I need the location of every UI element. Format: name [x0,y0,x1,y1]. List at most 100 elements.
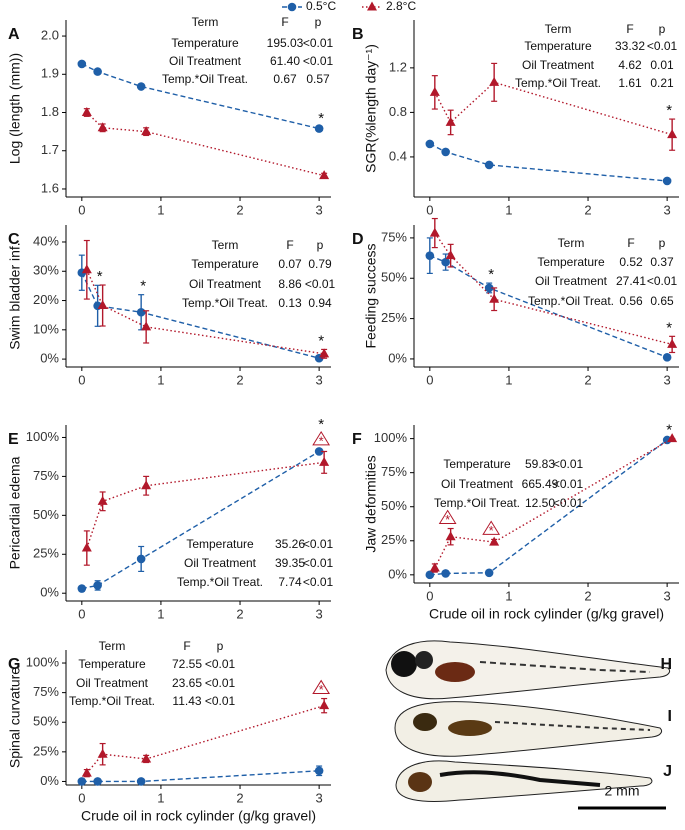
y-tick-label: 0% [40,585,59,600]
data-point [319,700,330,710]
data-point [489,293,500,303]
annotation: * [318,110,324,127]
stats-cell: 0.37 [650,255,674,269]
annotation: * [318,332,324,349]
larva-eye [408,772,432,792]
data-point [484,568,494,578]
x-tick-label: 2 [236,202,243,217]
stats-cell: <0.01 [303,537,334,551]
stats-cell: Oil Treatment [522,58,595,72]
x-tick-label: 1 [157,790,164,805]
legend-marker [367,1,377,11]
data-point [484,160,494,170]
series-line [434,438,673,569]
image-label: I [668,708,672,725]
data-point [141,321,152,331]
stats-header: Term [192,15,219,29]
stats-header: Term [99,639,126,653]
data-point [667,433,678,443]
y-tick-label: 0.8 [389,104,407,119]
y-tick-label: 25% [33,743,59,758]
stats-header: p [659,22,666,36]
stats-cell: 0.79 [308,257,332,271]
stats-cell: 0.65 [650,294,674,308]
y-tick-label: 1.2 [389,59,407,74]
y-tick-label: 25% [381,310,407,325]
stats-cell: Temp.*Oil Treat. [177,575,263,589]
y-tick-label: 75% [381,229,407,244]
data-point [441,569,450,578]
stats-cell: Temp.*Oil Treat. [69,694,155,708]
stats-cell: 0.67 [273,72,297,86]
stats-cell: 665.49 [522,477,559,491]
stats-cell: 0.57 [306,72,330,86]
series-line [434,232,673,346]
stats-cell: <0.01 [205,676,236,690]
annotation-triangle [438,509,457,525]
stats-cell: Temperature [78,657,146,671]
stats-header: Term [545,22,572,36]
stats-cell: <0.01 [553,477,584,491]
scale-bar-label: 2 mm [605,783,640,799]
y-tick-label: 0.4 [389,148,407,163]
panel-letter: F [352,431,362,448]
stats-cell: 33.32 [615,39,645,53]
x-tick-label: 1 [505,588,512,603]
y-tick-label: 2.0 [41,27,59,42]
x-tick-label: 2 [236,790,243,805]
stats-header: F [281,15,288,29]
data-point [97,495,108,505]
stats-cell: Oil Treatment [76,676,149,690]
y-tick-label: 1.7 [41,142,59,157]
data-point [314,766,324,776]
larva-yolk [435,662,475,682]
x-tick-label: 0 [78,372,85,387]
y-tick-label: 100% [26,654,60,669]
stats-cell: <0.01 [305,277,336,291]
stats-cell: 0.07 [278,257,302,271]
stats-cell: Temperature [186,537,254,551]
x-tick-label: 3 [316,372,323,387]
stats-cell: 12.50 [525,496,555,510]
data-point [425,251,435,260]
data-point [662,176,672,186]
panel-letter: G [8,656,20,673]
x-tick-label: 2 [584,372,591,387]
stats-cell: <0.01 [553,457,584,471]
data-point [489,76,500,86]
data-point [667,129,678,139]
x-tick-label: 1 [505,372,512,387]
stats-cell: 1.61 [618,76,642,90]
annotation: * [318,416,324,433]
x-tick-label: 0 [78,606,85,621]
annotation: * [489,523,494,538]
panel-letter: C [8,231,20,248]
stats-header: p [659,236,666,250]
y-axis-label: Feeding success [363,243,379,348]
larva-outline [385,640,671,700]
x-tick-label: 1 [505,202,512,217]
y-tick-label: 1.8 [41,104,59,119]
data-point [445,531,456,541]
panel-letter: D [352,231,364,248]
stats-cell: 7.74 [278,575,302,589]
series-line [81,450,320,590]
stats-cell: 8.86 [278,277,302,291]
image-label: H [660,656,672,673]
series-line [86,112,325,177]
x-tick-label: 2 [236,372,243,387]
stats-cell: 27.41 [616,274,646,288]
data-point [141,480,152,490]
series-line [81,63,320,130]
data-point [319,456,330,466]
stats-cell: 0.52 [619,255,643,269]
stats-header: p [317,238,324,252]
x-axis-label: Crude oil in rock cylinder (g/kg gravel) [429,606,664,622]
panel-letter: E [8,431,19,448]
data-point [425,139,435,149]
data-point [77,584,87,593]
data-point [429,86,440,96]
stats-cell: 59.83 [525,457,555,471]
series-line [429,143,668,182]
stats-cell: 0.13 [278,296,302,310]
